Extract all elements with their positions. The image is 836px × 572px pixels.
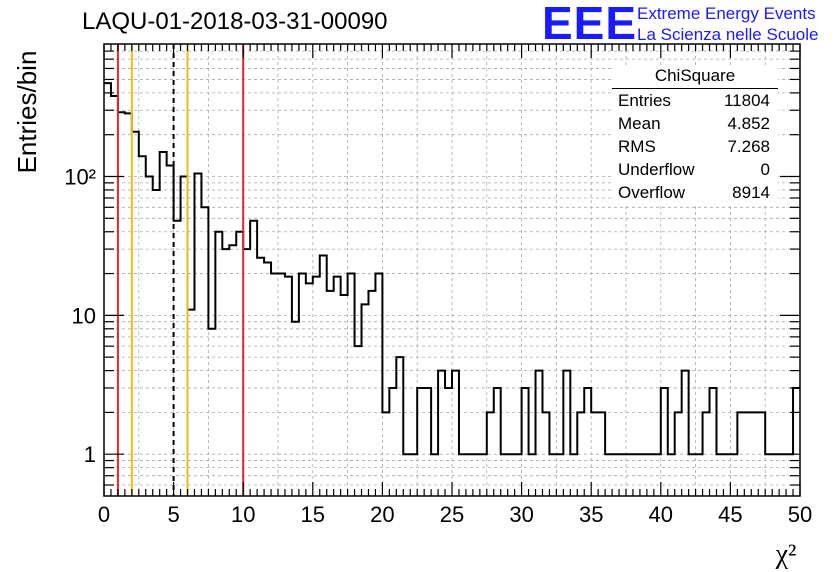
y-tick-label: 10² bbox=[64, 164, 96, 189]
x-tick-label: 10 bbox=[231, 502, 255, 527]
y-tick-label: 1 bbox=[84, 442, 96, 467]
stats-value: 4.852 bbox=[727, 114, 770, 133]
x-axis-label: χ² bbox=[775, 539, 797, 570]
stats-label: Overflow bbox=[618, 183, 686, 202]
stats-label: Entries bbox=[618, 91, 671, 110]
x-tick-label: 35 bbox=[579, 502, 603, 527]
y-tick-labels: 1 10 10² bbox=[64, 164, 96, 467]
stats-label: Underflow bbox=[618, 160, 695, 179]
histogram bbox=[104, 82, 800, 456]
stats-row-overflow: Overflow 8914 bbox=[612, 181, 778, 204]
stats-title: ChiSquare bbox=[612, 66, 778, 89]
x-tick-label: 30 bbox=[509, 502, 533, 527]
x-tick-label: 15 bbox=[301, 502, 325, 527]
stats-value: 7.268 bbox=[727, 137, 770, 156]
stats-row-mean: Mean 4.852 bbox=[612, 112, 778, 135]
logo-line-1: Extreme Energy Events bbox=[637, 4, 816, 23]
axes-ticks bbox=[103, 44, 801, 496]
stats-label: Mean bbox=[618, 114, 661, 133]
x-tick-label: 0 bbox=[98, 502, 110, 527]
stats-value: 8914 bbox=[732, 183, 770, 202]
x-tick-label: 50 bbox=[788, 502, 812, 527]
stats-row-entries: Entries 11804 bbox=[612, 89, 778, 112]
stats-row-rms: RMS 7.268 bbox=[612, 135, 778, 158]
y-axis-label: Entries/bin bbox=[12, 51, 42, 174]
stats-value: 0 bbox=[760, 160, 770, 179]
x-tick-labels: 0 5 10 15 20 25 30 35 40 45 50 bbox=[98, 502, 812, 527]
run-title: LAQU-01-2018-03-31-00090 bbox=[82, 8, 388, 35]
vertical-lines bbox=[116, 44, 245, 496]
eee-logo: EEE bbox=[542, 0, 638, 49]
x-tick-label: 25 bbox=[440, 502, 464, 527]
x-tick-label: 5 bbox=[167, 502, 179, 527]
stats-label: RMS bbox=[618, 137, 656, 156]
y-tick-label: 10 bbox=[72, 303, 96, 328]
stats-box: ChiSquare Entries 11804 Mean 4.852 RMS 7… bbox=[612, 66, 778, 204]
x-tick-label: 40 bbox=[649, 502, 673, 527]
stats-value: 11804 bbox=[723, 91, 770, 110]
histogram-series bbox=[104, 82, 800, 456]
x-tick-label: 45 bbox=[718, 502, 742, 527]
x-tick-label: 20 bbox=[370, 502, 394, 527]
stats-row-underflow: Underflow 0 bbox=[612, 158, 778, 181]
logo-line-2: La Scienza nelle Scuole bbox=[637, 25, 819, 44]
